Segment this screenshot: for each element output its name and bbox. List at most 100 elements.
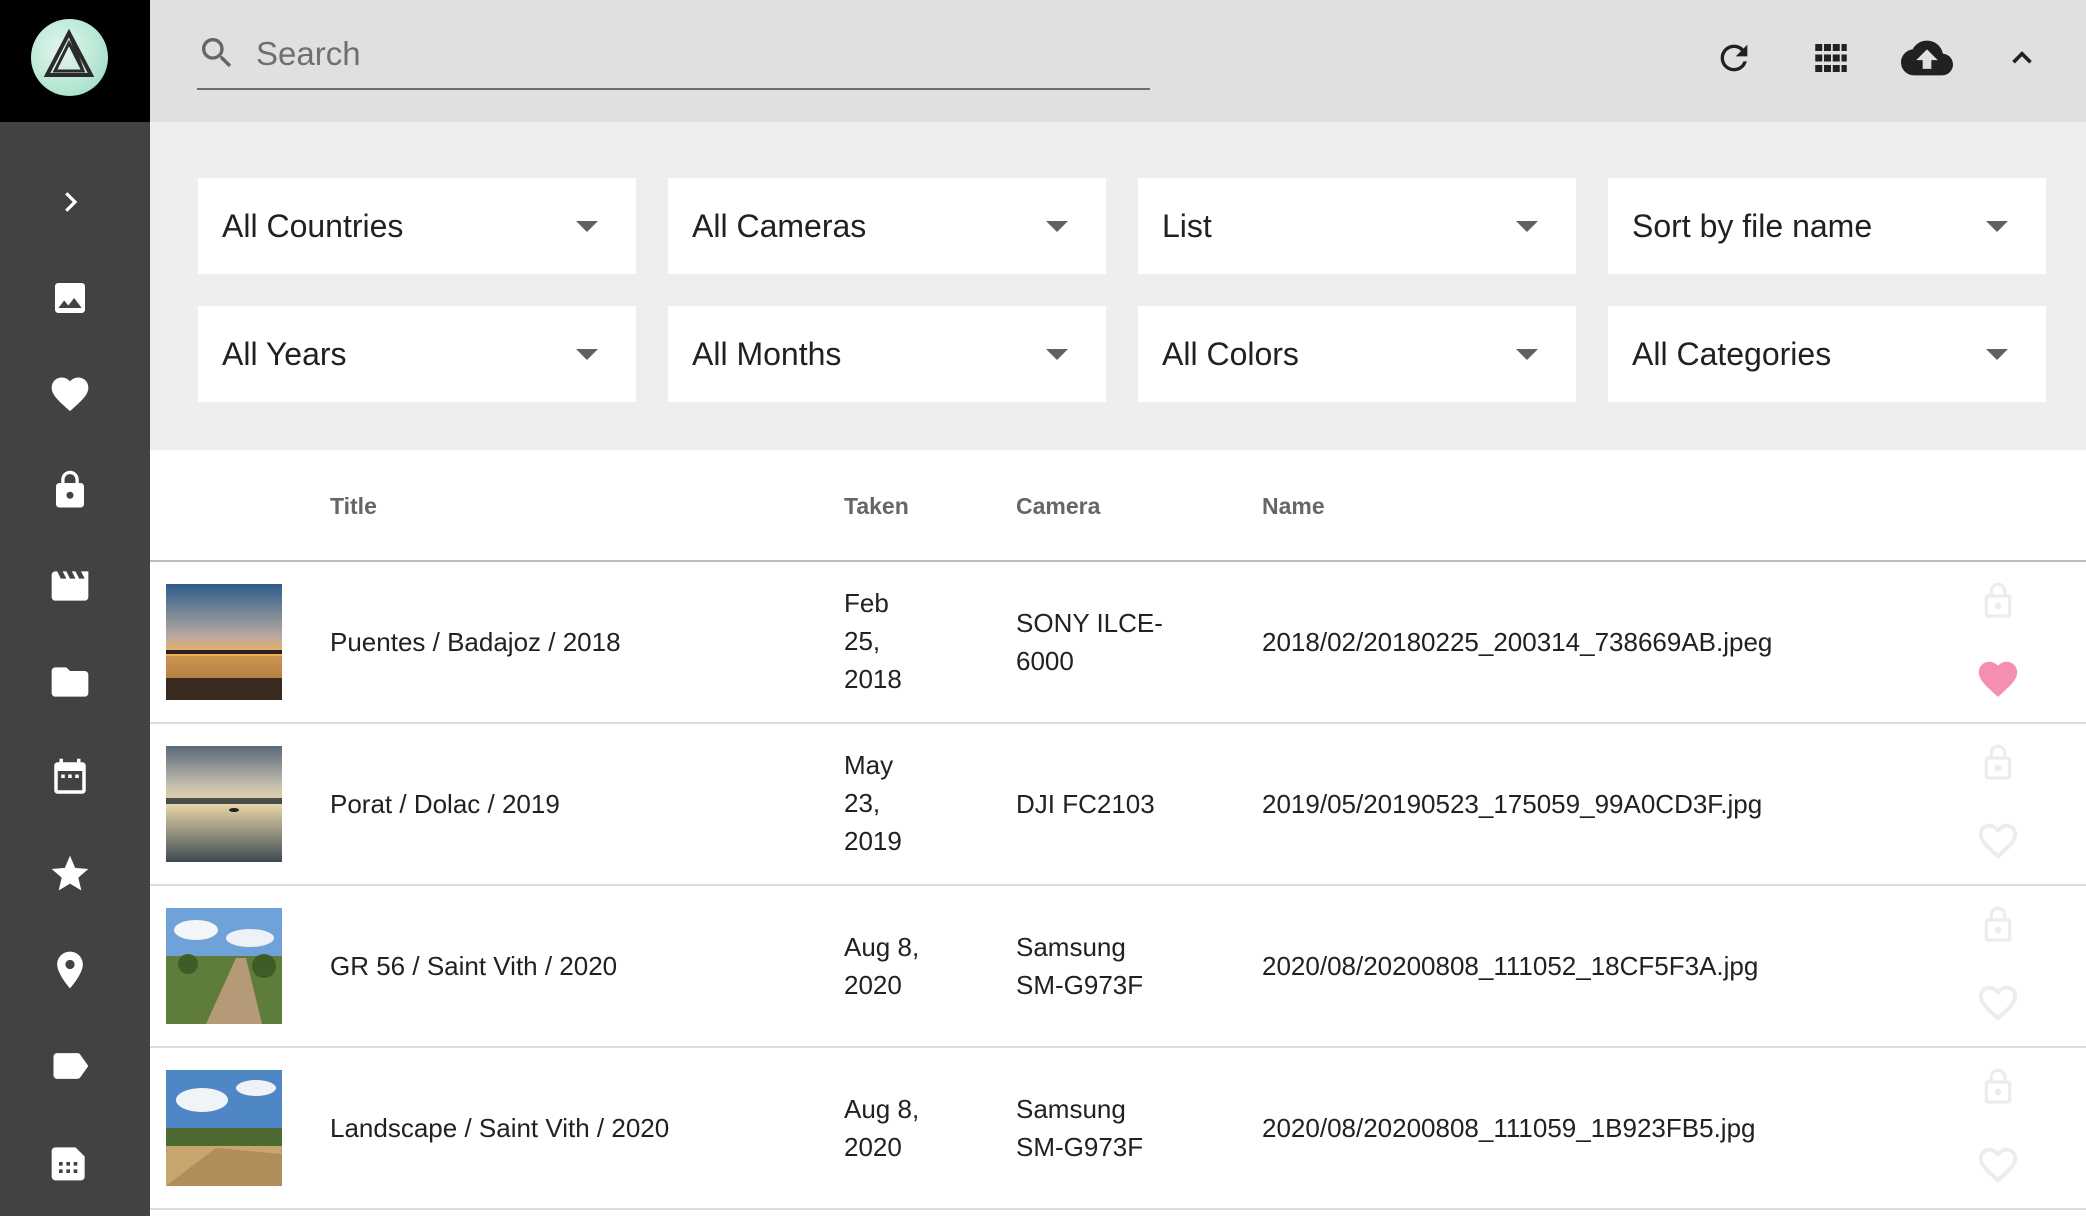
- photo-thumbnail[interactable]: [166, 746, 282, 862]
- top-toolbar: [150, 0, 2086, 122]
- sort-select-value: Sort by file name: [1632, 208, 1873, 244]
- dropdown-arrow-icon: [1516, 221, 1538, 232]
- table-header: Title Taken Camera Name: [150, 450, 2086, 562]
- taken-line: 2018: [844, 664, 902, 694]
- photo-thumbnail[interactable]: [166, 584, 282, 700]
- table-row[interactable]: Landscape / Saint Vith / 2020 Aug 8, 202…: [150, 1048, 2086, 1210]
- dropdown-arrow-icon: [576, 349, 598, 360]
- camera-line: SM-G973F: [1016, 970, 1144, 1000]
- column-header-title[interactable]: Title: [330, 493, 377, 519]
- table-row[interactable]: Puentes / Badajoz / 2018 Feb 25, 2018 SO…: [150, 562, 2086, 724]
- photo-thumbnail[interactable]: [166, 908, 282, 1024]
- dropdown-arrow-icon: [576, 221, 598, 232]
- favorite-heart-outline-icon[interactable]: [1973, 816, 2023, 866]
- sort-select[interactable]: Sort by file name: [1608, 178, 2046, 274]
- table-row[interactable]: Porat / Dolac / 2019 May 23, 2019 DJI FC…: [150, 724, 2086, 886]
- label-icon[interactable]: [40, 1036, 100, 1096]
- taken-line: 25,: [844, 626, 881, 656]
- photo-title[interactable]: Landscape / Saint Vith / 2020: [330, 1113, 670, 1143]
- table-row[interactable]: GR 56 / Saint Vith / 2020 Aug 8, 2020 Sa…: [150, 886, 2086, 1048]
- column-header-taken[interactable]: Taken: [844, 493, 909, 519]
- photo-thumbnail[interactable]: [166, 1070, 282, 1186]
- photo-file-name: 2020/08/20200808_111052_18CF5F3A.jpg: [1262, 951, 1759, 981]
- country-select-value: All Countries: [222, 208, 404, 244]
- dropdown-arrow-icon: [1046, 349, 1068, 360]
- photo-file-name: 2019/05/20190523_175059_99A0CD3F.jpg: [1262, 789, 1763, 819]
- photo-taken-date: Aug 8, 2020: [844, 1090, 964, 1166]
- photo-camera: Samsung SM-G973F: [1016, 1090, 1196, 1166]
- calendar-icon[interactable]: [40, 748, 100, 808]
- photo-file-name: 2020/08/20200808_111059_1B923FB5.jpg: [1262, 1113, 1756, 1143]
- camera-line: SONY ILCE-: [1016, 608, 1163, 638]
- photo-title[interactable]: GR 56 / Saint Vith / 2020: [330, 951, 618, 981]
- taken-line: Aug 8,: [844, 1094, 920, 1124]
- private-toggle-lock-icon[interactable]: [1973, 900, 2023, 950]
- column-header-name[interactable]: Name: [1262, 493, 1325, 519]
- dropdown-arrow-icon: [1986, 349, 2008, 360]
- view-select-value: List: [1162, 208, 1212, 244]
- category-select[interactable]: All Categories: [1608, 306, 2046, 402]
- place-icon[interactable]: [40, 940, 100, 1000]
- category-select-value: All Categories: [1632, 336, 1832, 372]
- grid-view-icon[interactable]: [1801, 28, 1861, 88]
- column-header-camera[interactable]: Camera: [1016, 493, 1101, 519]
- taken-line: Feb: [844, 588, 889, 618]
- photo-title[interactable]: Puentes / Badajoz / 2018: [330, 627, 621, 657]
- favorite-heart-icon[interactable]: [1973, 654, 2023, 704]
- photo-file-name: 2018/02/20180225_200314_738669AB.jpeg: [1262, 627, 1773, 657]
- star-icon[interactable]: [40, 844, 100, 904]
- camera-line: 6000: [1016, 646, 1074, 676]
- month-select[interactable]: All Months: [668, 306, 1106, 402]
- photo-camera: DJI FC2103: [1016, 785, 1196, 823]
- favorite-heart-outline-icon[interactable]: [1973, 978, 2023, 1028]
- folder-icon[interactable]: [40, 652, 100, 712]
- color-select-value: All Colors: [1162, 336, 1299, 372]
- year-select[interactable]: All Years: [198, 306, 636, 402]
- taken-line: 23,: [844, 788, 881, 818]
- favorite-heart-outline-icon[interactable]: [1973, 1140, 2023, 1190]
- app-logo[interactable]: [31, 19, 108, 96]
- refresh-icon[interactable]: [1704, 28, 1764, 88]
- camera-select[interactable]: All Cameras: [668, 178, 1106, 274]
- dropdown-arrow-icon: [1046, 221, 1068, 232]
- heart-icon[interactable]: [40, 364, 100, 424]
- filter-panel: All Countries All Cameras List Sort by f…: [150, 122, 2086, 450]
- photo-taken-date: Feb 25, 2018: [844, 584, 964, 698]
- taken-line: 2020: [844, 970, 902, 1000]
- sidebar: [0, 0, 150, 1216]
- photo-taken-date: May 23, 2019: [844, 746, 964, 860]
- taken-line: May: [844, 750, 894, 780]
- view-select[interactable]: List: [1138, 178, 1576, 274]
- country-select[interactable]: All Countries: [198, 178, 636, 274]
- private-toggle-lock-icon[interactable]: [1973, 738, 2023, 788]
- camera-line: DJI FC2103: [1016, 789, 1155, 819]
- private-toggle-lock-icon[interactable]: [1973, 576, 2023, 626]
- cloud-upload-icon[interactable]: [1897, 28, 1957, 88]
- image-icon[interactable]: [40, 268, 100, 328]
- dropdown-arrow-icon: [1516, 349, 1538, 360]
- lock-icon[interactable]: [40, 460, 100, 520]
- search-icon: [197, 33, 237, 78]
- private-toggle-lock-icon[interactable]: [1973, 1062, 2023, 1112]
- chevron-up-icon[interactable]: [1992, 28, 2052, 88]
- search-field[interactable]: [197, 24, 1150, 90]
- photo-taken-date: Aug 8, 2020: [844, 928, 964, 1004]
- camera-select-value: All Cameras: [692, 208, 867, 244]
- photo-camera: Samsung SM-G973F: [1016, 928, 1196, 1004]
- dropdown-arrow-icon: [1986, 221, 2008, 232]
- logo-container: [0, 0, 150, 122]
- camera-line: Samsung: [1016, 932, 1126, 962]
- search-input[interactable]: [254, 32, 1138, 76]
- taken-line: 2020: [844, 1132, 902, 1162]
- library-icon[interactable]: [40, 1132, 100, 1192]
- camera-line: SM-G973F: [1016, 1132, 1144, 1162]
- year-select-value: All Years: [222, 336, 347, 372]
- photo-camera: SONY ILCE- 6000: [1016, 604, 1196, 680]
- month-select-value: All Months: [692, 336, 842, 372]
- taken-line: Aug 8,: [844, 932, 920, 962]
- color-select[interactable]: All Colors: [1138, 306, 1576, 402]
- taken-line: 2019: [844, 826, 902, 856]
- photo-title[interactable]: Porat / Dolac / 2019: [330, 789, 560, 819]
- movie-icon[interactable]: [40, 556, 100, 616]
- chevron-right-icon[interactable]: [40, 172, 100, 232]
